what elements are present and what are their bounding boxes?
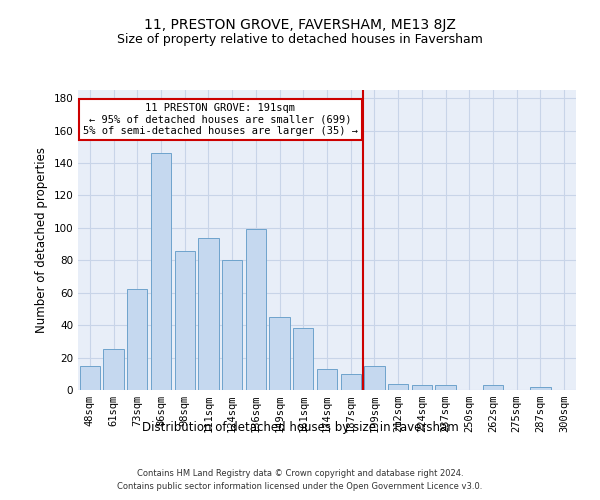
Bar [412, 385, 432, 390]
Text: Distribution of detached houses by size in Faversham: Distribution of detached houses by size … [142, 421, 458, 434]
Bar [175, 250, 195, 390]
Bar [199, 238, 218, 390]
Bar [80, 366, 100, 390]
Bar [483, 385, 503, 390]
Text: Size of property relative to detached houses in Faversham: Size of property relative to detached ho… [117, 32, 483, 46]
Text: Contains HM Land Registry data © Crown copyright and database right 2024.
Contai: Contains HM Land Registry data © Crown c… [118, 469, 482, 491]
Bar [364, 366, 385, 390]
Bar [388, 384, 408, 390]
Bar [127, 290, 148, 390]
Bar [341, 374, 361, 390]
Text: 11 PRESTON GROVE: 191sqm
← 95% of detached houses are smaller (699)
5% of semi-d: 11 PRESTON GROVE: 191sqm ← 95% of detach… [83, 103, 358, 136]
Bar [222, 260, 242, 390]
Bar [269, 317, 290, 390]
Text: 11, PRESTON GROVE, FAVERSHAM, ME13 8JZ: 11, PRESTON GROVE, FAVERSHAM, ME13 8JZ [144, 18, 456, 32]
Bar [530, 387, 551, 390]
Bar [436, 385, 455, 390]
Bar [103, 350, 124, 390]
Bar [317, 369, 337, 390]
Bar [246, 230, 266, 390]
Bar [151, 153, 171, 390]
Bar [293, 328, 313, 390]
Y-axis label: Number of detached properties: Number of detached properties [35, 147, 48, 333]
